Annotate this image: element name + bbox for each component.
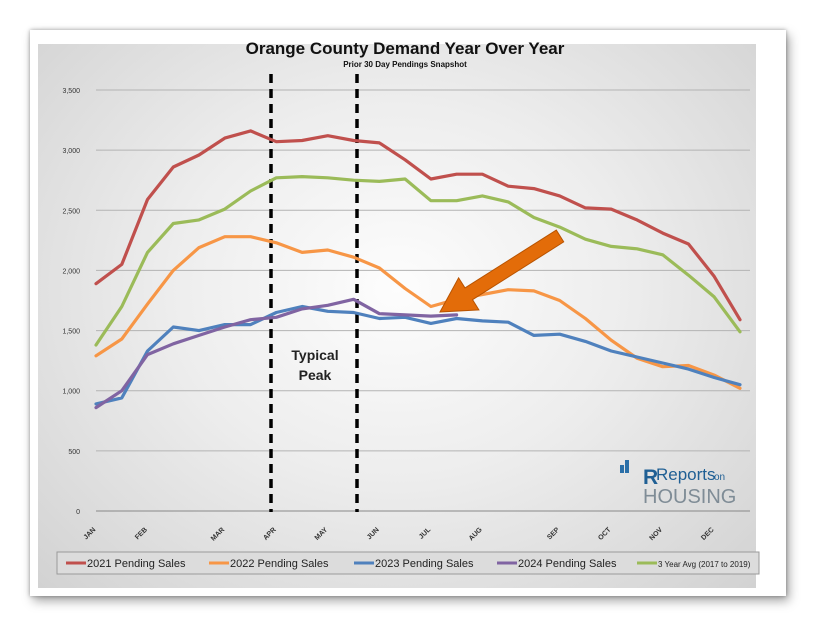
- y-axis-tick-labels: 0 500 1,000 1,500 2,000 2,500 3,000 3,500: [62, 88, 80, 516]
- series-line-2021-pending-sales: [94, 129, 742, 322]
- logo-on: on: [714, 472, 725, 483]
- x-tick-label: SEP: [546, 526, 561, 541]
- x-tick-label: JAN: [83, 526, 98, 541]
- y-tick-label: 500: [68, 449, 80, 456]
- x-tick-label: MAY: [314, 526, 330, 542]
- series-line-2023-pending-sales: [94, 304, 742, 406]
- chart-title: Orange County Demand Year Over Year: [246, 39, 565, 58]
- logo-r-letter: R: [643, 466, 658, 489]
- series-line-2022-pending-sales: [94, 235, 742, 390]
- data-series: [94, 129, 742, 410]
- x-tick-label: JUL: [418, 526, 433, 541]
- x-tick-label: APR: [262, 526, 277, 541]
- series-line-3-year-avg-2017-to-2019-: [94, 175, 742, 347]
- y-tick-label: 2,000: [62, 268, 80, 275]
- y-tick-label: 3,000: [62, 148, 80, 155]
- x-tick-label: AUG: [468, 526, 484, 542]
- x-axis-tick-labels: JAN FEB MAR APR MAY JUN JUL AUG SEP OCT NOV DEC: [83, 526, 716, 543]
- legend-label: 2024 Pending Sales: [518, 558, 617, 570]
- y-tick-label: 2,500: [62, 208, 80, 215]
- series-line-2024-pending-sales: [94, 297, 459, 410]
- x-tick-label: MAR: [210, 526, 226, 542]
- y-tick-label: 1,000: [62, 389, 80, 396]
- logo-line1: Reports: [656, 465, 716, 484]
- x-tick-label: JUN: [366, 526, 381, 541]
- y-tick-label: 1,500: [62, 329, 80, 336]
- x-tick-label: FEB: [134, 526, 149, 541]
- legend-label: 3 Year Avg (2017 to 2019): [658, 560, 751, 569]
- chart-subtitle: Prior 30 Day Pendings Snapshot: [343, 60, 467, 69]
- y-tick-label: 0: [76, 509, 80, 516]
- orange-arrow: [439, 229, 565, 313]
- legend-box: [56, 551, 760, 575]
- x-tick-label: NOV: [648, 526, 664, 542]
- legend-label: 2021 Pending Sales: [87, 558, 186, 570]
- y-tick-label: 3,500: [62, 88, 80, 95]
- logo-line2: HOUSING: [643, 486, 736, 508]
- x-tick-label: OCT: [597, 526, 613, 542]
- peak-annotation: Peak: [299, 367, 332, 383]
- legend-label: 2022 Pending Sales: [230, 558, 329, 570]
- legend: 2021 Pending Sales 2022 Pending Sales 2023…: [66, 558, 751, 570]
- typical-annotation: Typical: [291, 347, 338, 363]
- reports-on-housing-logo: R Reports on HOUSING: [620, 460, 736, 508]
- x-tick-label: DEC: [700, 526, 715, 541]
- gridlines: [96, 89, 750, 512]
- legend-label: 2023 Pending Sales: [375, 558, 474, 570]
